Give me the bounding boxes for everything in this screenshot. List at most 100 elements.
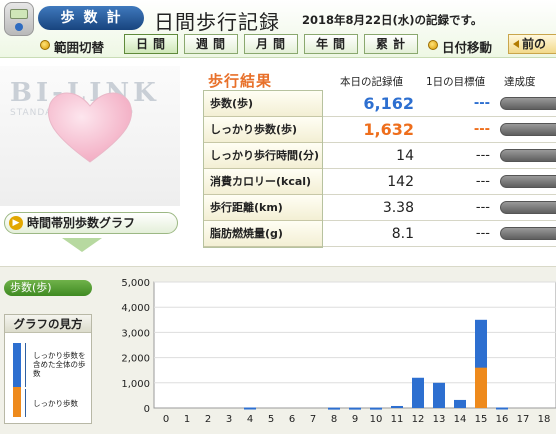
row-divider (323, 142, 556, 143)
range-button-yearly[interactable]: 年間 (304, 34, 358, 54)
row-label-fat-burn: 脂肪燃焼量(g) (204, 221, 322, 247)
bar-total (454, 399, 466, 408)
x-tick-label: 12 (412, 414, 425, 425)
prev-day-button[interactable]: 前の (508, 34, 556, 54)
achievement-gauge (500, 123, 556, 136)
y-tick-label: 2,000 (121, 354, 150, 365)
x-tick-label: 16 (496, 414, 509, 425)
heart-icon (47, 92, 133, 163)
hourly-steps-graph-label: 時間帯別歩数グラフ (27, 216, 136, 230)
x-tick-label: 0 (163, 414, 169, 425)
range-button-weekly[interactable]: 週間 (184, 34, 238, 54)
bar-total (433, 382, 445, 408)
bar-total (328, 407, 340, 410)
x-tick-label: 13 (433, 414, 446, 425)
arrow-left-icon (513, 40, 519, 48)
legend-total-bar (13, 343, 21, 387)
date-move-label: 日付移動 (442, 40, 493, 55)
col-today-header: 本日の記録値 (340, 76, 403, 88)
range-switch-label: 範囲切替 (54, 40, 105, 55)
results-table: 歩数(歩) しっかり歩数(歩) しっかり歩行時間(分) 消費カロリー(kcal)… (203, 90, 323, 248)
results-title: 歩行結果 (208, 72, 273, 90)
x-tick-label: 2 (205, 414, 211, 425)
y-tick-label: 3,000 (121, 328, 150, 339)
y-tick-label: 0 (144, 404, 150, 415)
bar-total (349, 407, 361, 410)
today-value: 142 (387, 174, 414, 190)
col-goal-header: 1日の目標値 (426, 76, 486, 88)
goal-value: --- (475, 148, 490, 163)
legend-brisk-bar (13, 387, 21, 417)
bar-total (412, 377, 424, 408)
chart-plot-area (153, 281, 556, 409)
prev-day-label: 前の (522, 37, 547, 51)
legend-brisk-text: しっかり歩数 (33, 399, 78, 408)
today-value: 8.1 (391, 226, 414, 242)
bar-total (496, 407, 508, 410)
row-divider (323, 220, 556, 221)
achievement-gauge (500, 201, 556, 214)
today-value: 14 (396, 148, 414, 164)
row-label-distance: 歩行距離(km) (204, 195, 322, 221)
range-dot-icon (40, 40, 50, 50)
app-title: 歩数計 (38, 6, 144, 30)
x-tick-label: 7 (310, 414, 316, 425)
bar-brisk (475, 367, 487, 408)
x-tick-label: 6 (289, 414, 295, 425)
y-tick-label: 1,000 (121, 379, 150, 390)
arrow-right-icon: ▶ (9, 216, 23, 230)
today-value: 1,632 (363, 120, 414, 139)
x-tick-label: 14 (454, 414, 467, 425)
x-tick-label: 9 (352, 414, 358, 425)
range-button-monthly[interactable]: 月間 (244, 34, 298, 54)
today-value: 3.38 (382, 200, 414, 216)
goal-value: --- (475, 200, 490, 215)
graph-legend: グラフの見方 しっかり歩数を含めた全体の歩数 しっかり歩数 (4, 314, 92, 424)
row-divider (323, 116, 556, 117)
goal-value: --- (475, 226, 490, 241)
achievement-gauge (500, 227, 556, 240)
pedometer-icon (4, 2, 34, 36)
y-tick-label: 4,000 (121, 303, 150, 314)
legend-total-text: しっかり歩数を含めた全体の歩数 (33, 351, 86, 378)
goal-value: --- (475, 174, 490, 189)
col-rate-header: 達成度 (504, 76, 536, 88)
legend-bracket (25, 389, 29, 417)
row-label-steps: 歩数(歩) (204, 91, 322, 117)
y-tick-label: 5,000 (121, 278, 150, 289)
goal-value: --- (473, 122, 490, 137)
x-tick-label: 18 (538, 414, 551, 425)
row-divider (323, 246, 556, 247)
down-arrow-icon (62, 238, 102, 252)
row-label-brisk-time: しっかり歩行時間(分) (204, 143, 322, 169)
range-button-total[interactable]: 累計 (364, 34, 418, 54)
x-tick-label: 15 (475, 414, 488, 425)
record-date: 2018年8月22日(水)の記録です。 (302, 13, 483, 27)
row-divider (323, 168, 556, 169)
row-label-calories: 消費カロリー(kcal) (204, 169, 322, 195)
hourly-steps-graph-button[interactable]: ▶ 時間帯別歩数グラフ (4, 212, 178, 234)
legend-title: グラフの見方 (5, 315, 91, 333)
achievement-gauge (500, 97, 556, 110)
header-bar: 歩数計 日間歩行記録 2018年8月22日(水)の記録です。 範囲切替 日間 週… (0, 0, 556, 58)
achievement-gauge (500, 175, 556, 188)
range-button-daily[interactable]: 日間 (124, 34, 178, 54)
x-tick-label: 5 (268, 414, 274, 425)
bar-total (391, 405, 403, 408)
today-value: 6,162 (363, 94, 414, 113)
goal-value: --- (473, 96, 490, 111)
x-tick-label: 3 (226, 414, 232, 425)
chart-steps-badge: 歩数(歩) (4, 280, 92, 296)
bar-total (244, 407, 256, 410)
achievement-gauge (500, 149, 556, 162)
row-divider (323, 194, 556, 195)
x-tick-label: 1 (184, 414, 190, 425)
legend-bracket (25, 343, 29, 387)
x-tick-label: 11 (391, 414, 404, 425)
page-title: 日間歩行記録 (154, 10, 280, 34)
x-tick-label: 10 (370, 414, 383, 425)
date-move-dot-icon (428, 40, 438, 50)
bar-total (370, 407, 382, 410)
row-label-brisk-steps: しっかり歩数(歩) (204, 117, 322, 143)
